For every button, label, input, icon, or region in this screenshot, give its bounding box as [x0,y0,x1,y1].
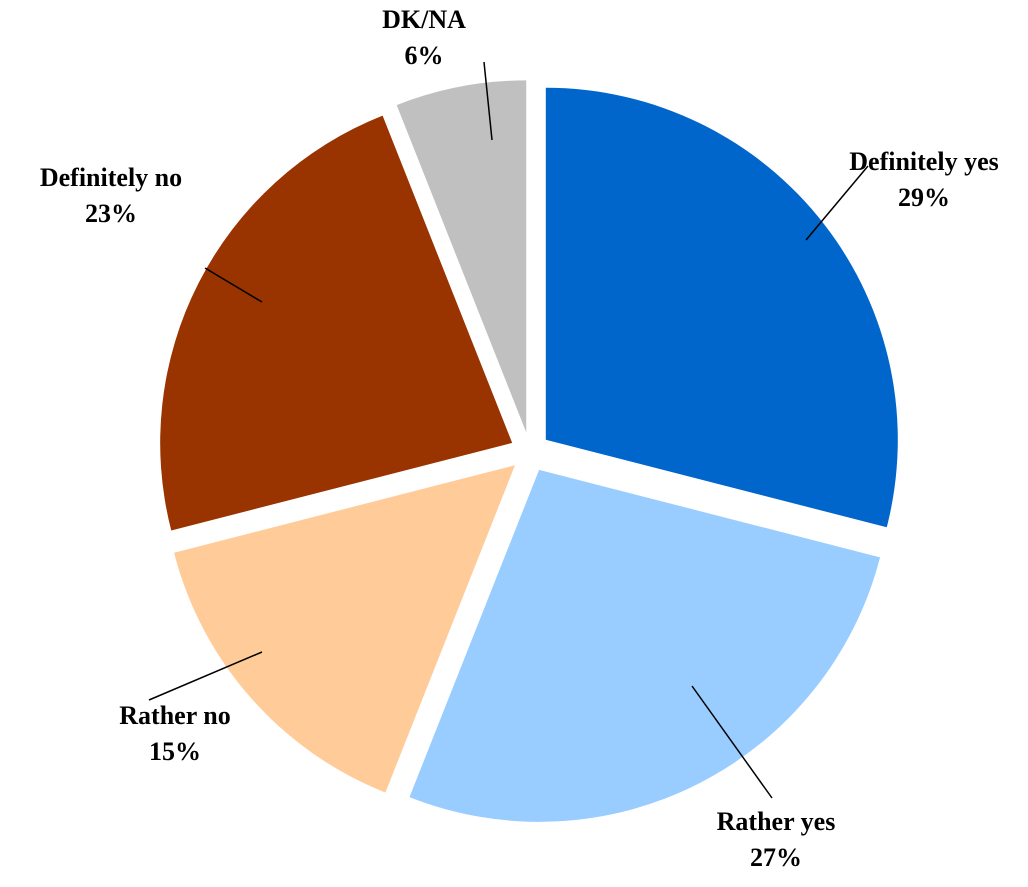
slice-percent-label: 6% [405,41,444,70]
pie-slice-rather-yes [409,469,881,822]
slice-percent-label: 27% [750,843,802,872]
slice-percent-label: 29% [898,183,950,212]
pie-slices [160,80,898,822]
slice-percent-label: 23% [85,199,137,228]
leader-lines [148,61,869,799]
pie-slice-definitely-no [160,115,513,531]
slice-category-label: Rather no [119,701,230,730]
pie-slice-definitely-yes [545,87,898,528]
leader-line [691,685,773,799]
slice-category-label: DK/NA [382,5,466,34]
leader-line [204,267,263,303]
slice-category-label: Rather yes [717,807,836,836]
slice-percent-label: 15% [149,737,201,766]
slice-category-label: Definitely no [40,163,182,192]
pie-slice-dk-na [396,80,527,433]
leader-line [483,61,493,141]
leader-line [148,651,263,701]
pie-slice-rather-no [174,465,515,793]
leader-line [805,165,869,241]
slice-labels: Definitely yes 29% Rather yes 27% Rather no 1… [40,5,999,872]
slice-category-label: Definitely yes [849,147,998,176]
